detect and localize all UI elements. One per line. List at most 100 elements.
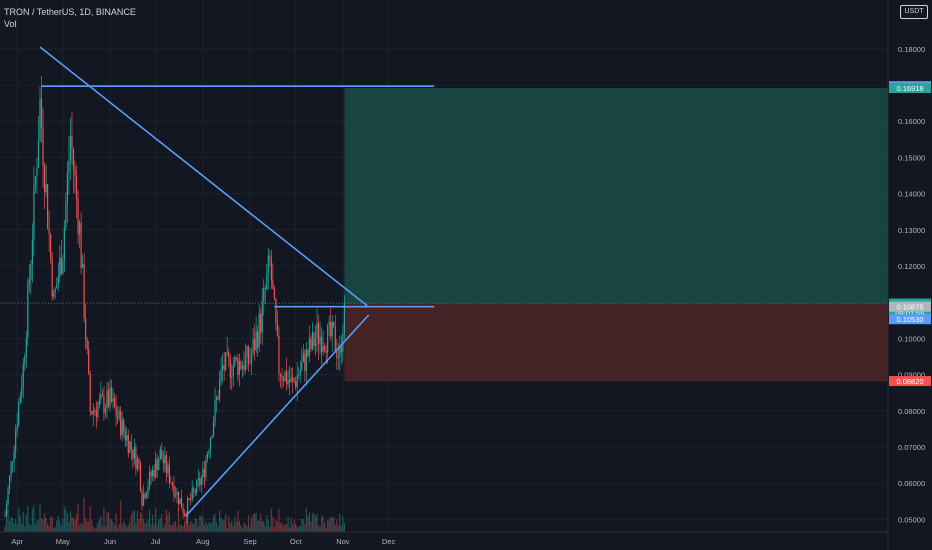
candle-body (164, 455, 166, 463)
volume-bar (301, 518, 303, 532)
candle-body (7, 489, 9, 505)
volume-bar (92, 526, 94, 532)
y-tick-label: 0.08000 (898, 407, 925, 416)
volume-bar (31, 508, 33, 532)
volume-bar (57, 516, 59, 532)
candle-body (255, 331, 257, 351)
volume-bar (342, 516, 344, 532)
volume-bar (202, 517, 204, 532)
volume-bars (4, 497, 346, 532)
candle-body (241, 365, 244, 369)
volume-bar (142, 518, 145, 532)
volume-bar (281, 522, 283, 532)
candle-body (180, 498, 183, 509)
candle-body (126, 435, 128, 441)
volume-bar (155, 508, 157, 532)
candle-body (219, 380, 221, 400)
volume-bar (144, 523, 146, 532)
candle-body (177, 491, 180, 505)
volume-bar (33, 505, 35, 532)
candle-body (209, 437, 212, 451)
candle-body (59, 257, 61, 277)
volume-bar (40, 517, 43, 532)
volume-label: Vol (4, 19, 17, 29)
volume-bar (72, 517, 75, 532)
volume-bar (180, 525, 183, 532)
candle-body (302, 353, 304, 363)
candle-body (101, 394, 104, 397)
candle-body (80, 223, 82, 268)
volume-bar (159, 518, 161, 532)
candle-body (250, 354, 253, 363)
candle-body (191, 488, 193, 500)
volume-bar (310, 521, 312, 532)
candle-body (31, 239, 33, 265)
candle-body (19, 396, 21, 404)
trendlines[interactable] (39, 46, 435, 517)
volume-bar (171, 525, 174, 532)
volume-bar (54, 527, 56, 532)
currency-button[interactable]: USDT (900, 5, 928, 19)
volume-bar (333, 517, 335, 532)
candle-body (129, 441, 131, 453)
volume-bar (12, 518, 14, 532)
price-tag-bg (889, 314, 931, 325)
trendline-ascending-support (185, 314, 370, 517)
volume-bar (121, 524, 123, 532)
stop-zone (344, 303, 888, 382)
candle-body (333, 322, 335, 327)
candle-body (228, 351, 230, 358)
volume-bar (152, 514, 154, 532)
volume-bar (118, 523, 120, 532)
volume-bar (257, 520, 259, 532)
candle-body (298, 375, 300, 377)
volume-bar (22, 511, 24, 532)
volume-bar (270, 508, 272, 532)
candle-body (56, 284, 58, 289)
volume-bar (36, 518, 38, 532)
volume-bar (229, 522, 231, 532)
candle-body (53, 291, 55, 297)
candle-body (42, 127, 44, 167)
volume-bar (264, 525, 266, 532)
candle-body (307, 349, 309, 356)
volume-bar (98, 519, 100, 532)
candle-body (71, 135, 73, 150)
candle-body (320, 336, 323, 352)
candle-body (287, 380, 289, 385)
volume-bar (88, 520, 90, 532)
candle-body (106, 390, 108, 409)
candle-body (65, 201, 67, 229)
volume-bar (8, 520, 11, 532)
volume-bar (156, 525, 158, 532)
candle-body (211, 436, 213, 438)
volume-bar (208, 522, 210, 532)
candle-body (138, 458, 140, 464)
candle-body (158, 460, 160, 470)
candle-body (334, 326, 336, 352)
candle-body (313, 332, 315, 347)
y-tick-label: 0.10000 (898, 334, 925, 343)
volume-bar (255, 512, 257, 532)
volume-bar (298, 527, 300, 532)
volume-bar (45, 517, 47, 532)
candle-body (139, 463, 142, 491)
candle-body (212, 421, 215, 437)
volume-bar (66, 513, 69, 532)
candle-body (205, 459, 207, 478)
candle-body (48, 228, 50, 235)
candle-body (235, 357, 237, 359)
candle-body (328, 321, 330, 325)
candle-body (305, 349, 307, 372)
x-tick-label: Dec (382, 537, 396, 546)
candle-body (51, 258, 53, 297)
candle-body (322, 346, 324, 352)
volume-bar (117, 527, 119, 532)
candle-body (95, 410, 97, 418)
candle-body (15, 431, 17, 451)
candle-body (50, 234, 52, 259)
volume-bar (272, 516, 274, 532)
candle-body (124, 431, 126, 441)
candle-body (28, 279, 30, 284)
